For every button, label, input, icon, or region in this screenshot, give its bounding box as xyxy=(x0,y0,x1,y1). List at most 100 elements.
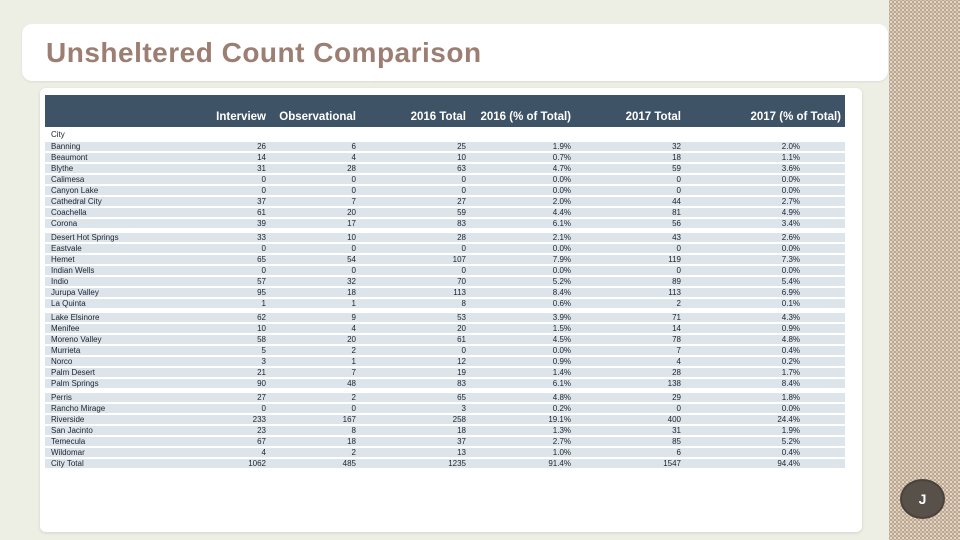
cell-city: City Total xyxy=(51,459,84,468)
cell-2016-total: 28 xyxy=(457,233,466,242)
cell-2017-total: 0 xyxy=(676,404,681,413)
cell-city: Hemet xyxy=(51,255,75,264)
cell-2017-total: 0 xyxy=(676,186,681,195)
table-row: Perris 27 2 65 4.8% 29 1.8% xyxy=(45,393,845,404)
cell-city: Eastvale xyxy=(51,244,82,253)
cell-observational: 20 xyxy=(347,335,356,344)
decorative-dotted-side-band xyxy=(889,0,960,540)
cell-city: Blythe xyxy=(51,164,74,173)
cell-city: Indian Wells xyxy=(51,266,95,275)
cell-city: Canyon Lake xyxy=(51,186,99,195)
cell-2017-total: 29 xyxy=(672,393,681,402)
table-row: Indian Wells 0 0 0 0.0% 0 0.0% xyxy=(45,266,845,277)
cell-interview: 0 xyxy=(261,404,266,413)
cell-2016-percent: 19.1% xyxy=(548,415,571,424)
cell-observational: 0 xyxy=(351,244,356,253)
cell-2016-total: 13 xyxy=(457,448,466,457)
cell-2017-percent: 2.6% xyxy=(781,233,800,242)
cell-2017-total: 119 xyxy=(668,255,681,264)
cell-2017-total: 28 xyxy=(672,368,681,377)
cell-city: Murrieta xyxy=(51,346,81,355)
cell-city: Indio xyxy=(51,277,69,286)
cell-observational: 54 xyxy=(347,255,356,264)
table-row: Cathedral City 37 7 27 2.0% 44 2.7% xyxy=(45,197,845,208)
table-row: Indio 57 32 70 5.2% 89 5.4% xyxy=(45,277,845,288)
cell-2017-total: 0 xyxy=(676,175,681,184)
cell-city: La Quinta xyxy=(51,299,86,308)
cell-interview: 26 xyxy=(257,142,266,151)
table-row: Desert Hot Springs 33 10 28 2.1% 43 2.6% xyxy=(45,233,845,244)
slide-title-card: Unsheltered Count Comparison xyxy=(22,24,888,81)
cell-2017-percent: 2.0% xyxy=(781,142,800,151)
cell-2016-total: 0 xyxy=(461,186,466,195)
city-group-label: City xyxy=(51,130,65,139)
cell-interview: 90 xyxy=(257,379,266,388)
cell-city: Coachella xyxy=(51,208,87,217)
cell-2016-percent: 1.9% xyxy=(552,142,571,151)
table-total-row: City Total 1062 485 1235 91.4% 1547 94.4% xyxy=(45,459,845,470)
cell-city: Desert Hot Springs xyxy=(51,233,119,242)
cell-2016-total: 63 xyxy=(457,164,466,173)
cell-2017-total: 0 xyxy=(676,244,681,253)
cell-interview: 65 xyxy=(257,255,266,264)
cell-city: Jurupa Valley xyxy=(51,288,99,297)
cell-2016-total: 70 xyxy=(457,277,466,286)
cell-interview: 95 xyxy=(257,288,266,297)
cell-2016-percent: 2.7% xyxy=(552,437,571,446)
cell-city: Perris xyxy=(51,393,72,402)
cell-interview: 67 xyxy=(257,437,266,446)
cell-2016-total: 12 xyxy=(457,357,466,366)
cell-2016-total: 37 xyxy=(457,437,466,446)
cell-2016-total: 0 xyxy=(461,175,466,184)
table-row: Rancho Mirage 0 0 3 0.2% 0 0.0% xyxy=(45,404,845,415)
cell-2017-total: 78 xyxy=(672,335,681,344)
page-title: Unsheltered Count Comparison xyxy=(46,36,482,68)
cell-2017-percent: 2.7% xyxy=(781,197,800,206)
cell-2016-total: 0 xyxy=(461,266,466,275)
cell-2017-percent: 0.0% xyxy=(781,404,800,413)
table-body: Banning 26 6 25 1.9% 32 2.0% Beaumont 14 4 10 0.7% 1… xyxy=(45,142,845,470)
cell-2016-percent: 4.4% xyxy=(552,208,571,217)
cell-2016-percent: 4.7% xyxy=(552,164,571,173)
table-row: Coachella 61 20 59 4.4% 81 4.9% xyxy=(45,208,845,219)
table-row: Eastvale 0 0 0 0.0% 0 0.0% xyxy=(45,244,845,255)
cell-observational: 9 xyxy=(351,313,356,322)
cell-city: Moreno Valley xyxy=(51,335,102,344)
column-header-interview: Interview xyxy=(216,111,266,123)
cell-2017-total: 138 xyxy=(667,379,681,388)
cell-2017-total: 43 xyxy=(672,233,681,242)
table-row: Norco 3 1 12 0.9% 4 0.2% xyxy=(45,357,845,368)
cell-2017-percent: 1.1% xyxy=(781,153,800,162)
cell-2016-percent: 3.9% xyxy=(552,313,571,322)
cell-2016-total: 27 xyxy=(457,197,466,206)
table-header-row: Interview Observational 2016 Total 2016 … xyxy=(45,95,845,127)
cell-2017-percent: 0.0% xyxy=(781,175,800,184)
table-row: Murrieta 5 2 0 0.0% 7 0.4% xyxy=(45,346,845,357)
column-header-2017-total: 2017 Total xyxy=(625,111,681,123)
cell-2017-percent: 5.2% xyxy=(781,437,800,446)
table-row: Banning 26 6 25 1.9% 32 2.0% xyxy=(45,142,845,153)
cell-2016-total: 113 xyxy=(453,288,466,297)
cell-2016-percent: 0.0% xyxy=(552,266,571,275)
cell-2016-total: 83 xyxy=(457,219,466,228)
cell-2016-percent: 0.9% xyxy=(552,357,571,366)
cell-2017-percent: 3.6% xyxy=(781,164,800,173)
cell-interview: 61 xyxy=(257,208,266,217)
cell-2017-percent: 1.7% xyxy=(781,368,800,377)
cell-2016-percent: 2.1% xyxy=(552,233,571,242)
cell-2017-percent: 8.4% xyxy=(781,379,800,388)
cell-city: Menifee xyxy=(51,324,80,333)
cell-interview: 62 xyxy=(257,313,266,322)
cell-city: Beaumont xyxy=(51,153,88,162)
cell-2017-percent: 94.4% xyxy=(777,459,800,468)
cell-observational: 28 xyxy=(347,164,356,173)
cell-interview: 4 xyxy=(261,448,266,457)
page-badge: J xyxy=(900,479,945,519)
cell-2016-percent: 0.0% xyxy=(552,175,571,184)
table-row: San Jacinto 23 8 18 1.3% 31 1.9% xyxy=(45,426,845,437)
cell-observational: 1 xyxy=(351,357,356,366)
cell-2016-percent: 4.5% xyxy=(552,335,571,344)
column-header-2017-percent: 2017 (% of Total) xyxy=(750,111,841,123)
cell-2017-total: 59 xyxy=(672,164,681,173)
cell-2016-percent: 4.8% xyxy=(552,393,571,402)
